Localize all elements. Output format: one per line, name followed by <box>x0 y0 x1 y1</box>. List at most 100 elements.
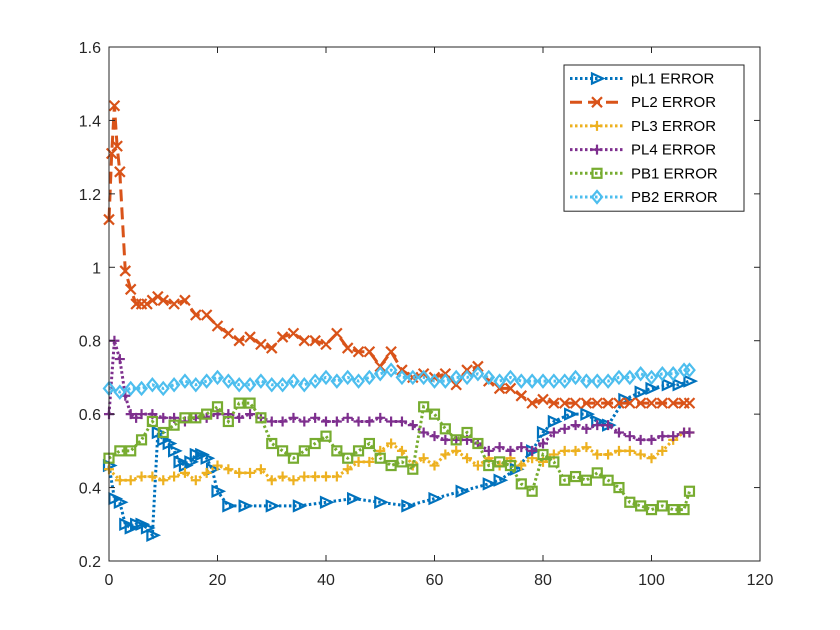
data-point <box>592 449 603 460</box>
data-point <box>190 309 202 321</box>
legend-label: PL3 ERROR <box>631 118 716 135</box>
legend-marker <box>590 71 606 86</box>
data-point <box>504 459 517 472</box>
data-point <box>287 327 300 340</box>
data-point <box>634 397 647 409</box>
data-point <box>265 377 279 393</box>
data-point <box>114 445 126 457</box>
data-point <box>668 431 679 442</box>
data-point <box>244 331 256 343</box>
data-point <box>211 320 224 332</box>
legend-item: pL1 ERROR <box>570 71 715 88</box>
data-point <box>244 397 256 409</box>
data-point <box>374 495 389 509</box>
data-point <box>156 380 170 397</box>
data-point <box>234 467 245 478</box>
data-point <box>438 373 452 389</box>
data-point <box>363 437 375 450</box>
data-point <box>407 463 419 475</box>
data-point <box>276 377 290 393</box>
data-point <box>634 385 650 399</box>
data-point <box>581 442 592 453</box>
data-point <box>146 415 158 428</box>
data-point <box>569 397 582 409</box>
data-point <box>418 453 429 464</box>
data-point <box>190 412 202 424</box>
data-point <box>558 373 572 389</box>
legend-label: PL4 ERROR <box>631 142 716 159</box>
data-point <box>310 471 321 482</box>
data-point <box>211 369 224 386</box>
data-point <box>624 397 636 409</box>
data-point <box>152 290 164 303</box>
data-point <box>321 416 331 427</box>
data-point <box>440 434 451 445</box>
data-point <box>516 460 527 471</box>
data-point <box>385 345 397 358</box>
data-point <box>666 366 680 382</box>
data-point <box>483 459 495 472</box>
data-point <box>624 431 635 442</box>
data-point <box>146 528 162 543</box>
data-point <box>265 499 281 513</box>
data-point <box>233 397 245 409</box>
data-point <box>515 478 527 490</box>
legend-marker <box>590 189 604 205</box>
data-point <box>276 331 289 343</box>
data-point <box>386 438 397 449</box>
data-point <box>125 445 137 457</box>
data-point <box>308 373 322 389</box>
data-point <box>538 438 548 449</box>
data-point <box>179 294 191 307</box>
data-point <box>645 397 658 409</box>
data-point <box>657 445 668 456</box>
data-point <box>331 471 342 482</box>
data-point <box>234 412 245 423</box>
data-point <box>428 408 441 420</box>
data-point <box>342 464 353 475</box>
data-point <box>200 309 213 321</box>
data-point <box>645 504 658 516</box>
data-point <box>505 445 516 456</box>
data-point <box>525 373 539 389</box>
x-axis: 0 20 40 60 80 100 120 <box>105 47 773 589</box>
data-point <box>527 445 538 456</box>
y-tick-label: 0.8 <box>79 334 101 351</box>
data-point <box>320 430 332 442</box>
data-point <box>243 377 257 393</box>
data-point <box>395 369 409 386</box>
data-point <box>113 495 129 509</box>
data-point <box>613 481 625 494</box>
data-point <box>472 460 483 471</box>
data-point <box>353 456 364 467</box>
data-point <box>418 401 430 413</box>
data-point <box>114 475 125 486</box>
legend-marker <box>592 120 602 131</box>
series-5 <box>103 397 696 516</box>
data-point <box>592 420 603 431</box>
data-point <box>320 338 332 351</box>
data-point <box>514 373 528 389</box>
data-point <box>222 327 235 340</box>
data-point <box>455 484 471 498</box>
data-point <box>125 409 136 420</box>
data-point <box>678 504 690 516</box>
data-point <box>580 397 593 409</box>
legend-item: PB2 ERROR <box>570 189 718 206</box>
data-point <box>656 397 669 409</box>
data-point <box>462 453 473 464</box>
legend-item: PL4 ERROR <box>570 142 716 159</box>
data-point <box>401 499 417 513</box>
data-point <box>321 471 331 482</box>
series-line <box>108 401 691 512</box>
data-point <box>558 397 571 409</box>
data-point <box>167 377 181 393</box>
data-point <box>472 437 484 450</box>
data-point <box>287 373 300 389</box>
data-point <box>135 380 148 397</box>
data-point <box>569 470 582 483</box>
x-tick-label: 40 <box>317 572 335 589</box>
data-point <box>428 373 441 389</box>
data-point <box>645 381 661 396</box>
data-point <box>406 369 420 386</box>
